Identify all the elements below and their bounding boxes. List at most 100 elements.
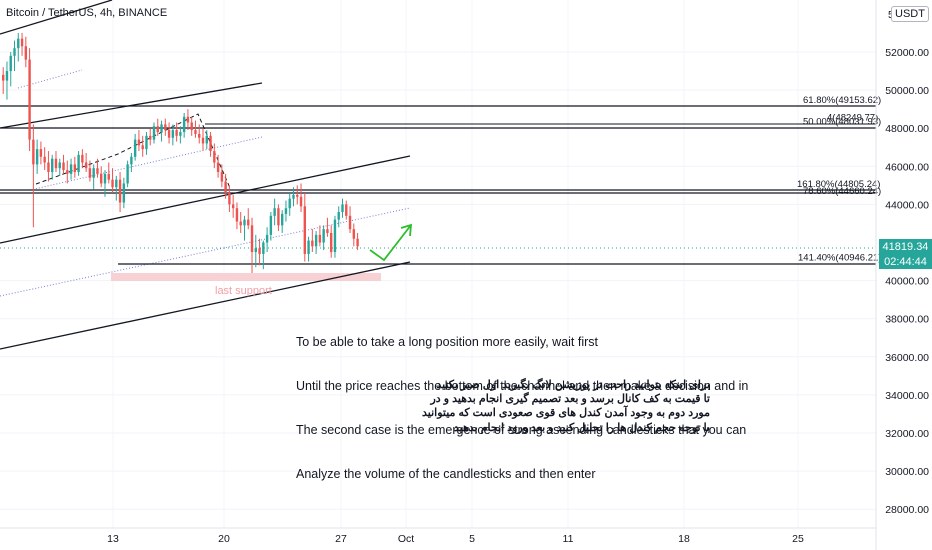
- candles: [2, 32, 359, 273]
- candle-body: [337, 212, 340, 220]
- candle-body: [58, 162, 61, 169]
- currency-selector[interactable]: USDT: [891, 6, 929, 22]
- candle-body: [115, 179, 118, 188]
- candle-body: [118, 179, 122, 203]
- candle-body: [265, 234, 269, 243]
- candle-body: [111, 179, 114, 188]
- current-price-tag: 41819.34 02:44:44: [879, 239, 932, 269]
- candle-body: [149, 135, 152, 140]
- support-zone: [111, 273, 381, 281]
- candle-body: [284, 208, 288, 214]
- candle-body: [69, 164, 73, 174]
- english-note: To be able to take a long position more …: [296, 306, 748, 496]
- candle-body: [235, 208, 239, 222]
- y-tick-label: 50000.00: [885, 85, 929, 97]
- channel-bottom-line: [0, 261, 411, 350]
- english-note-line: Analyze the volume of the candlesticks a…: [296, 466, 596, 481]
- projection-arrow: [369, 224, 412, 262]
- candle-body: [269, 215, 273, 235]
- candle-body: [130, 156, 133, 165]
- candle-body: [73, 164, 77, 173]
- y-tick-label: 44000.00: [885, 199, 929, 211]
- candle-body: [96, 168, 99, 174]
- candle-body: [280, 213, 284, 226]
- candle-body: [167, 130, 171, 138]
- x-tick-label: Oct: [398, 533, 414, 545]
- candle-body: [13, 48, 16, 56]
- axes: [0, 0, 877, 550]
- candle-body: [250, 225, 254, 253]
- fib-level-label: 4(48249.77): [827, 112, 878, 123]
- x-tick-label: 13: [107, 533, 119, 545]
- candle-body: [228, 192, 231, 205]
- candle-body: [254, 248, 257, 253]
- candle-body: [88, 168, 92, 178]
- persian-note: برای اینکه بتوانید راحت تر پوزیشن لانگ ب…: [398, 378, 710, 435]
- projection-arrowhead: [400, 223, 413, 237]
- candle-body: [5, 71, 9, 81]
- y-tick-label: 52000.00: [885, 47, 929, 59]
- candle-body: [126, 164, 129, 184]
- candle-body: [137, 139, 141, 146]
- candle-body: [292, 194, 295, 199]
- candle-body: [62, 162, 65, 171]
- x-tick-label: 20: [218, 533, 230, 545]
- candle-body: [122, 183, 126, 203]
- candle-body: [47, 162, 50, 173]
- y-tick-label: 34000.00: [885, 390, 929, 402]
- y-tick-label: 46000.00: [885, 161, 929, 173]
- candle-body: [201, 137, 205, 144]
- candle-body: [107, 173, 110, 180]
- candle-body: [205, 135, 208, 144]
- y-axis-ticks: 52000.00 50000.00 48000.00 46000.00 44000.00…: [885, 9, 929, 516]
- candle-body: [239, 221, 242, 226]
- candle-body: [247, 219, 250, 226]
- candle-body: [51, 158, 54, 173]
- candle-body: [190, 122, 193, 131]
- x-tick-label: 27: [335, 533, 347, 545]
- candle-body: [345, 204, 348, 216]
- candle-body: [322, 229, 325, 243]
- english-note-line: The second case is the emergence of stro…: [296, 422, 747, 437]
- fib-level-label: 161.80%(44805.24): [797, 179, 880, 190]
- candle-body: [326, 229, 329, 233]
- fib-level-label: 78.60%(44660.24): [803, 186, 881, 197]
- candle-body: [299, 196, 303, 207]
- persian-note-line: برای اینکه بتوانید راحت تر پوزیشن لانگ ب…: [436, 379, 710, 391]
- candle-body: [209, 135, 212, 152]
- candle-body: [296, 194, 299, 197]
- candle-body: [164, 124, 167, 131]
- candle-body: [277, 208, 280, 226]
- english-note-line: Until the price reaches the bottom of th…: [296, 378, 749, 393]
- candle-body: [220, 172, 224, 182]
- candle-body: [273, 208, 276, 216]
- y-tick-label: 28000.00: [885, 504, 929, 516]
- candle-body: [224, 181, 227, 193]
- candle-body: [329, 232, 333, 253]
- candle-body: [81, 154, 84, 163]
- english-note-line: To be able to take a long position more …: [296, 335, 599, 350]
- candle-body: [303, 206, 306, 254]
- candle-body: [216, 162, 220, 173]
- candle-body: [156, 126, 159, 133]
- candle-body: [194, 130, 197, 134]
- persian-note-line: مورد دوم به وجود آمدن کندل های قوی صعودی…: [422, 407, 710, 420]
- candle-body: [84, 162, 88, 169]
- x-tick-label: 5: [469, 533, 475, 545]
- candle-body: [2, 74, 5, 81]
- zigzag-dashed: [35, 113, 231, 189]
- channel-lower-line-upper: [0, 155, 411, 244]
- candle-body: [100, 173, 103, 184]
- candle-body: [348, 215, 352, 230]
- fib-level-label: 61.80%(49153.62): [803, 95, 881, 106]
- candle-body: [92, 168, 95, 178]
- candle-body: [179, 132, 182, 136]
- candle-body: [39, 149, 43, 157]
- persian-note-line: تا قیمت به کف کانال برسد و بعد تصمیم گیر…: [430, 393, 710, 406]
- candle-body: [32, 139, 35, 165]
- candle-body: [262, 242, 265, 254]
- candle-body: [152, 126, 156, 140]
- candle-body: [356, 238, 359, 247]
- candle-body: [198, 133, 201, 138]
